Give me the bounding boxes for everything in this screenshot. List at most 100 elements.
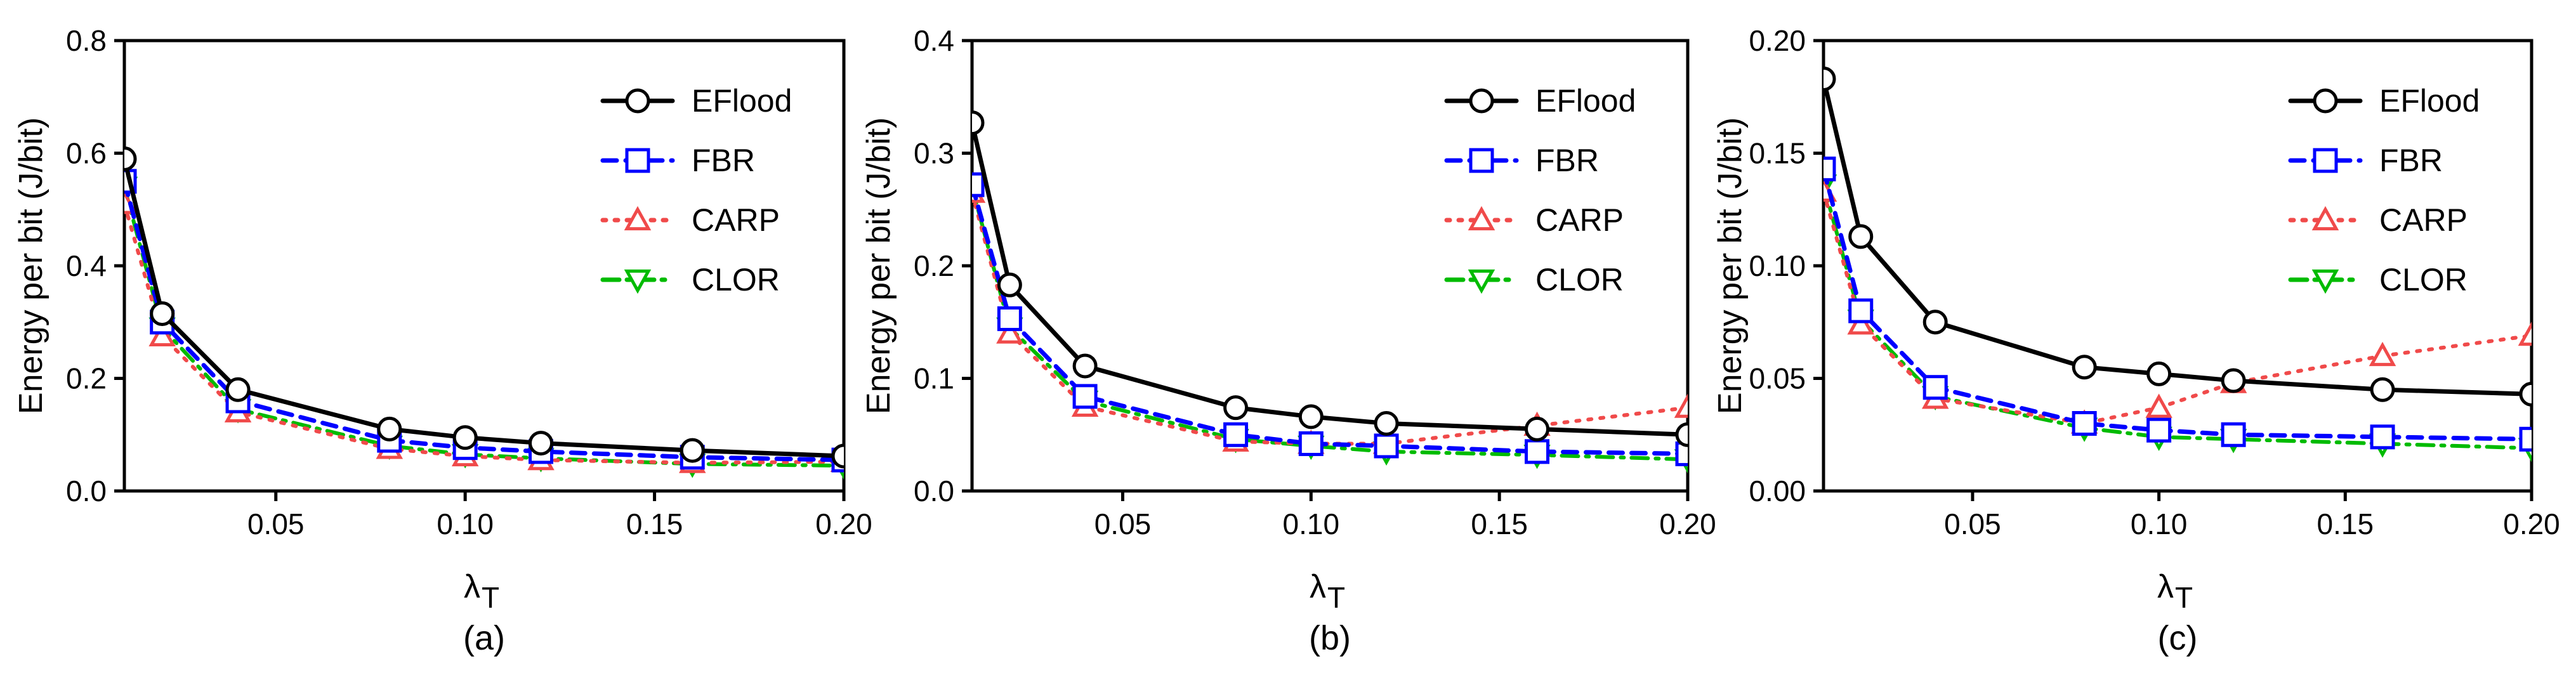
- data-point-eflood: [2221, 368, 2246, 393]
- data-point-fbr: [1374, 433, 1399, 459]
- data-point-eflood: [124, 146, 137, 171]
- data-point-eflood: [377, 416, 402, 441]
- data-point-fbr: [1675, 441, 1688, 466]
- data-point-fbr: [2370, 424, 2395, 450]
- x-tick-label: 0.15: [1471, 507, 1528, 540]
- y-tick-label: 0.6: [66, 137, 107, 170]
- x-tick-label: 0.20: [2503, 507, 2560, 540]
- legend-label-clor: CLOR: [1535, 262, 1624, 298]
- data-point-eflood: [150, 301, 175, 326]
- y-tick-label: 0.0: [66, 474, 107, 507]
- legend-marker-eflood: [625, 88, 650, 114]
- series-fbr: [1824, 156, 2532, 452]
- y-tick-label: 0.20: [1749, 24, 1806, 57]
- legend-label-clor: CLOR: [692, 262, 780, 298]
- x-axis-title-subscript: T: [482, 581, 499, 614]
- series-eflood: [972, 110, 1688, 447]
- data-point-eflood: [1922, 310, 1948, 335]
- data-point-eflood: [2072, 355, 2097, 380]
- data-point-eflood: [1072, 353, 1098, 379]
- data-point-eflood: [680, 438, 705, 463]
- series-line-clor: [1824, 183, 2532, 450]
- data-point-eflood: [2370, 377, 2395, 402]
- series-line-carp: [124, 202, 844, 465]
- legend-marker-clor: [1468, 269, 1495, 294]
- data-point-eflood: [452, 425, 478, 450]
- y-tick-label: 0.1: [914, 362, 954, 395]
- data-point-eflood: [831, 443, 844, 469]
- x-tick-label: 0.15: [626, 507, 683, 540]
- legend-label-eflood: EFlood: [692, 83, 792, 119]
- y-tick-label: 0.3: [914, 137, 954, 170]
- y-tick-label: 0.2: [914, 249, 954, 282]
- legend-label-carp: CARP: [2379, 202, 2468, 238]
- legend: EFlood FBR CARP CLOR: [600, 83, 792, 298]
- x-axis-title: λ: [2157, 568, 2174, 605]
- panel-label: (c): [2158, 619, 2198, 657]
- data-point-carp: [996, 319, 1023, 344]
- data-point-fbr: [1223, 422, 1249, 447]
- series-eflood: [124, 146, 844, 469]
- panel-label: (b): [1309, 619, 1351, 657]
- series-line-fbr: [1824, 166, 2532, 441]
- data-point-eflood: [2519, 381, 2532, 407]
- legend-label-eflood: EFlood: [1535, 83, 1636, 119]
- chart-panel-1: 0.0 0.2 0.4 0.6 0.8 0.05 0.10 0.15 0.20 Energy pe…: [13, 24, 872, 657]
- data-point-eflood: [1824, 66, 1836, 91]
- legend-marker-fbr: [625, 148, 650, 173]
- x-axis-title-subscript: T: [1327, 581, 1345, 614]
- x-tick-label: 0.05: [247, 507, 305, 540]
- legend-marker-eflood: [2313, 88, 2338, 114]
- data-point-fbr: [2146, 417, 2172, 443]
- data-point-carp: [1847, 310, 1874, 335]
- data-point-carp: [148, 322, 176, 347]
- data-point-carp: [1674, 393, 1688, 418]
- data-point-eflood: [972, 110, 985, 136]
- data-point-carp: [2369, 341, 2396, 367]
- series-line-fbr: [124, 179, 844, 462]
- data-point-fbr: [2221, 422, 2246, 447]
- y-tick-label: 0.05: [1749, 362, 1806, 395]
- x-tick-label: 0.05: [1944, 507, 2001, 540]
- x-axis-title: λ: [1310, 568, 1326, 605]
- x-tick-label: 0.20: [1659, 507, 1716, 540]
- data-point-fbr: [972, 172, 985, 197]
- legend-marker-eflood: [1469, 88, 1494, 114]
- y-axis-title: Energy per bit (J/bit): [860, 117, 897, 414]
- legend-label-fbr: FBR: [692, 143, 755, 178]
- y-axis-title: Energy per bit (J/bit): [13, 117, 49, 414]
- series-line-carp: [1824, 189, 2532, 426]
- legend-marker-fbr: [2313, 148, 2338, 173]
- data-point-eflood: [2146, 361, 2172, 386]
- legend-marker-fbr: [1469, 148, 1494, 173]
- data-point-carp: [2145, 393, 2172, 418]
- data-point-fbr: [1072, 384, 1098, 409]
- x-tick-label: 0.20: [815, 507, 872, 540]
- series-line-eflood: [972, 121, 1688, 437]
- data-point-carp: [2518, 321, 2532, 346]
- y-tick-label: 0.4: [66, 249, 107, 282]
- series-line-fbr: [972, 182, 1688, 456]
- data-point-eflood: [529, 431, 554, 456]
- data-point-fbr: [2072, 411, 2097, 436]
- series-line-eflood: [124, 156, 844, 459]
- x-axis-title-subscript: T: [2175, 581, 2193, 614]
- legend-marker-clor: [2311, 269, 2339, 294]
- data-point-eflood: [1848, 224, 1874, 249]
- y-tick-label: 0.0: [914, 474, 954, 507]
- data-point-eflood: [1374, 411, 1399, 436]
- series-line-clor: [972, 185, 1688, 462]
- data-point-fbr: [1922, 375, 1948, 400]
- y-tick-label: 0.4: [914, 24, 954, 57]
- y-tick-label: 0.15: [1749, 137, 1806, 170]
- legend-marker-clor: [624, 269, 652, 294]
- data-point-fbr: [1298, 431, 1324, 456]
- x-tick-label: 0.10: [1283, 507, 1340, 540]
- data-point-eflood: [1525, 416, 1550, 441]
- data-point-eflood: [225, 377, 251, 402]
- legend-label-clor: CLOR: [2379, 262, 2468, 298]
- data-point-fbr: [2519, 426, 2532, 452]
- legend-label-fbr: FBR: [1535, 143, 1599, 178]
- legend: EFlood FBR CARP CLOR: [1444, 83, 1636, 298]
